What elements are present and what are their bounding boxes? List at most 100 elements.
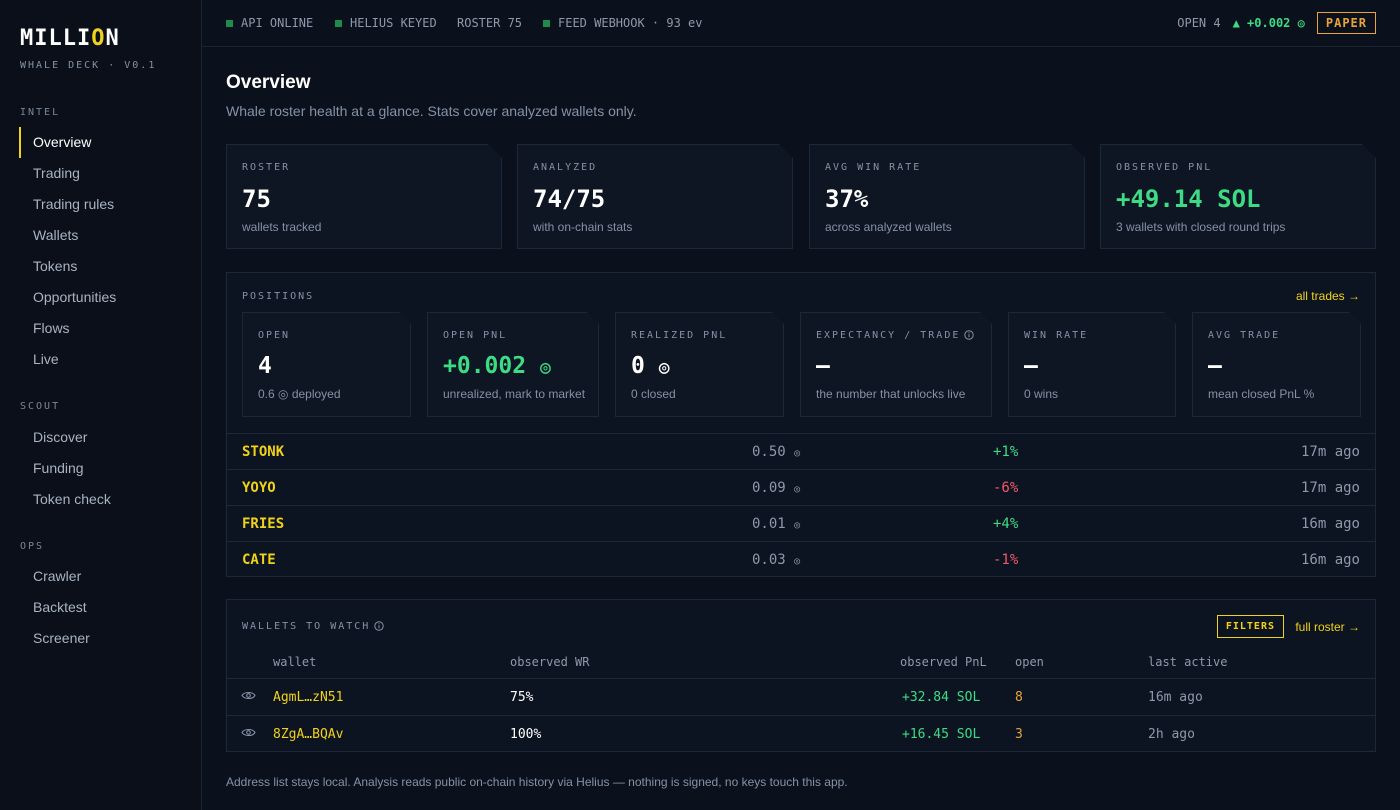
wallet-open-count: 8 <box>1015 690 1023 705</box>
position-age: 17m ago <box>1300 444 1360 460</box>
positions-title: POSITIONS <box>242 291 315 302</box>
sidebar-item-live[interactable]: Live <box>33 351 59 367</box>
sol-icon: ◎ <box>794 448 801 459</box>
status-feed: FEED WEBHOOK · 93 ev <box>543 16 703 30</box>
position-symbol: FRIES <box>242 516 285 532</box>
sol-icon: ◎ <box>658 357 670 378</box>
sidebar-item-crawler[interactable]: Crawler <box>33 568 82 584</box>
info-icon[interactable] <box>374 621 385 631</box>
sidebar-item-trading-rules[interactable]: Trading rules <box>33 196 115 212</box>
info-icon[interactable] <box>964 330 974 340</box>
wallet-win-rate: 100% <box>510 727 542 742</box>
positions-panel: POSITIONS all trades → OPEN 4 0.6 ◎ depl… <box>226 272 1376 577</box>
col-header-observed-wr[interactable]: observed WR <box>510 655 590 669</box>
sol-icon: ◎ <box>539 357 551 378</box>
position-row[interactable]: FRIES 0.01 ◎ +4% 16m ago <box>227 505 1375 541</box>
col-header-open[interactable]: open <box>1015 655 1044 669</box>
sidebar-item-backtest[interactable]: Backtest <box>33 599 87 615</box>
wallets-to-watch-panel: WALLETS TO WATCH FILTERS full roster → w… <box>226 599 1376 752</box>
position-age: 16m ago <box>1300 552 1360 568</box>
eye-icon[interactable] <box>241 690 256 701</box>
position-row[interactable]: YOYO 0.09 ◎ -6% 17m ago <box>227 469 1375 505</box>
wallet-last-active: 16m ago <box>1148 690 1203 705</box>
stat-label: OBSERVED PNL <box>1116 162 1213 173</box>
stat-value: 74/75 <box>533 185 606 213</box>
stat-label: AVG WIN RATE <box>825 162 922 173</box>
stat-card-roster: ROSTER 75 wallets tracked <box>226 144 502 249</box>
nav-section-ops: OPS <box>20 541 45 552</box>
paper-mode-badge[interactable]: PAPER <box>1316 12 1376 34</box>
sol-icon: ◎ <box>794 556 801 567</box>
sidebar-item-token-check[interactable]: Token check <box>33 491 111 507</box>
sidebar-item-screener[interactable]: Screener <box>33 630 90 646</box>
status-helius: HELIUS KEYED <box>335 16 437 30</box>
stat-value: 37% <box>825 185 869 213</box>
position-change: -1% <box>993 552 1019 568</box>
wallet-address[interactable]: 8ZgA…BQAv <box>273 727 344 742</box>
stat-label: ROSTER <box>242 162 291 173</box>
wallet-open-count: 3 <box>1015 727 1023 742</box>
app-logo[interactable]: MILLION <box>20 26 120 51</box>
position-age: 17m ago <box>1300 480 1360 496</box>
app-version: WHALE DECK · V0.1 <box>20 60 157 71</box>
stat-card-avg-win-rate: AVG WIN RATE 37% across analyzed wallets <box>809 144 1085 249</box>
sol-icon: ◎ <box>794 520 801 531</box>
position-row[interactable]: STONK 0.50 ◎ +1% 17m ago <box>227 433 1375 469</box>
position-symbol: CATE <box>242 552 276 568</box>
eye-icon[interactable] <box>241 727 256 738</box>
stat-value: +49.14 SOL <box>1116 185 1261 213</box>
stat-label: ANALYZED <box>533 162 598 173</box>
col-header-observed-pnl[interactable]: observed PnL <box>900 655 987 669</box>
col-header-wallet[interactable]: wallet <box>273 655 317 669</box>
topbar-summary: OPEN 4 ▲ +0.002 ◎ PAPER <box>1177 12 1376 34</box>
sidebar-item-trading[interactable]: Trading <box>33 165 80 181</box>
position-age: 16m ago <box>1300 516 1360 532</box>
stat-value: 75 <box>242 185 271 213</box>
sidebar-item-funding[interactable]: Funding <box>33 460 84 476</box>
position-symbol: STONK <box>242 444 285 460</box>
status-dot-icon <box>335 19 342 27</box>
filters-button[interactable]: FILTERS <box>1216 615 1284 638</box>
wallet-last-active: 2h ago <box>1148 727 1195 742</box>
wallet-address[interactable]: AgmL…zN51 <box>273 690 344 705</box>
stat-sub: 3 wallets with closed round trips <box>1116 220 1286 234</box>
nav-section-scout: SCOUT <box>20 401 61 412</box>
wallet-row[interactable]: AgmL…zN51 75% +32.84 SOL 8 16m ago <box>227 678 1375 715</box>
sidebar-item-tokens[interactable]: Tokens <box>33 258 78 274</box>
position-amount: 0.03 ◎ <box>752 552 801 568</box>
position-change: +1% <box>993 444 1019 460</box>
sidebar-item-discover[interactable]: Discover <box>33 429 88 445</box>
position-amount: 0.50 ◎ <box>752 444 801 460</box>
stat-sub: across analyzed wallets <box>825 220 952 234</box>
all-trades-link[interactable]: all trades → <box>1295 289 1360 303</box>
page-title: Overview <box>226 72 311 93</box>
open-count: OPEN 4 <box>1177 16 1221 30</box>
position-symbol: YOYO <box>242 480 276 496</box>
stat-sub: wallets tracked <box>242 220 322 234</box>
wallets-title: WALLETS TO WATCH <box>242 621 385 632</box>
wallet-win-rate: 75% <box>510 690 534 705</box>
status-dot-icon <box>226 19 233 27</box>
sidebar-item-overview[interactable]: Overview <box>19 127 202 158</box>
sol-icon: ◎ <box>1297 16 1305 30</box>
metric-avg-trade: AVG TRADE — mean closed PnL % <box>1192 312 1361 417</box>
stat-sub: with on-chain stats <box>533 220 633 234</box>
status-dot-icon <box>543 19 550 27</box>
metric-open: OPEN 4 0.6 ◎ deployed <box>242 312 411 417</box>
position-row[interactable]: CATE 0.03 ◎ -1% 16m ago <box>227 541 1375 577</box>
wallet-row[interactable]: 8ZgA…BQAv 100% +16.45 SOL 3 2h ago <box>227 715 1375 752</box>
wallet-pnl: +16.45 SOL <box>902 727 981 742</box>
open-pnl: ▲ +0.002 ◎ <box>1232 16 1305 30</box>
full-roster-link[interactable]: full roster → <box>1295 620 1360 634</box>
col-header-last-active[interactable]: last active <box>1148 655 1228 669</box>
sidebar-item-wallets[interactable]: Wallets <box>33 227 79 243</box>
footer-note: Address list stays local. Analysis reads… <box>226 775 848 789</box>
metric-open-pnl: OPEN PNL +0.002 ◎ unrealized, mark to ma… <box>427 312 599 417</box>
sidebar: MILLION WHALE DECK · V0.1 INTEL Overview… <box>0 0 202 810</box>
status-bar: API ONLINE HELIUS KEYED ROSTER 75 FEED W… <box>202 0 1400 47</box>
nav-section-intel: INTEL <box>20 107 61 118</box>
sidebar-item-flows[interactable]: Flows <box>33 320 70 336</box>
metric-win-rate: WIN RATE — 0 wins <box>1008 312 1176 417</box>
sidebar-item-opportunities[interactable]: Opportunities <box>33 289 117 305</box>
position-amount: 0.09 ◎ <box>752 480 801 496</box>
